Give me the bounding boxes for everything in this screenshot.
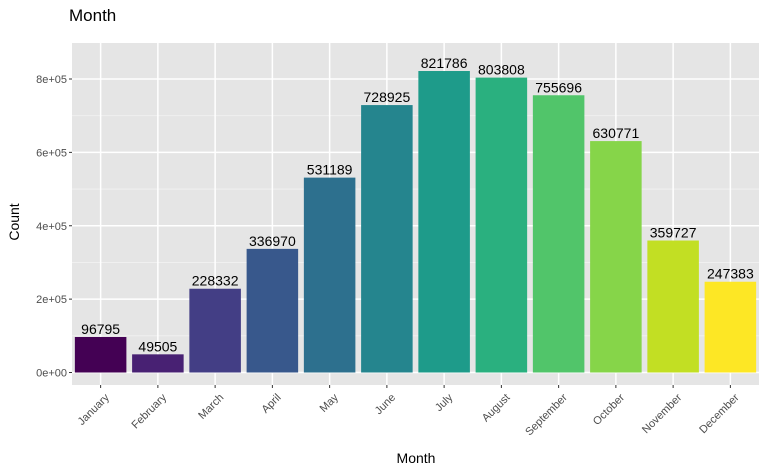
- y-tick-label: 4e+05: [36, 221, 67, 233]
- bar-value-label: 247383: [707, 266, 754, 282]
- x-tick-label: October: [591, 391, 627, 427]
- plot-panel: [72, 43, 759, 385]
- x-tick-label: July: [433, 391, 456, 414]
- bar-value-labels: 96795 49505 228332 336970 531189 728925 821786…: [81, 55, 754, 354]
- bar-value-label: 336970: [249, 233, 296, 249]
- bar-july: [418, 71, 470, 373]
- x-tick-label: March: [196, 392, 226, 422]
- y-axis-title: Count: [6, 203, 22, 240]
- bar-value-label: 728925: [364, 89, 411, 105]
- bar-april: [246, 248, 299, 373]
- x-tick-label: June: [373, 392, 398, 417]
- bar-value-label: 531189: [307, 162, 353, 178]
- bar-value-label: 821786: [421, 55, 468, 71]
- bar-value-label: 96795: [81, 321, 120, 337]
- bar-may: [303, 177, 356, 373]
- bars: [74, 71, 757, 373]
- x-axis: January February March April May June July Augu…: [76, 385, 742, 438]
- x-tick-label: August: [480, 392, 513, 425]
- bar-value-label: 359727: [650, 225, 697, 241]
- bar-value-label: 803808: [478, 62, 525, 78]
- bar-august: [475, 77, 528, 373]
- y-tick-label: 2e+05: [36, 294, 67, 306]
- bar-january: [74, 336, 127, 373]
- x-tick-label: September: [523, 391, 570, 438]
- bar-december: [704, 281, 757, 373]
- x-tick-label: April: [260, 392, 284, 416]
- x-tick-label: January: [76, 391, 113, 428]
- chart-title: Month: [69, 6, 116, 25]
- bar-june: [361, 105, 413, 373]
- y-tick-label: 8e+05: [36, 74, 67, 86]
- bar-september: [532, 95, 585, 373]
- bar-value-label: 755696: [535, 79, 582, 95]
- y-tick-label: 6e+05: [36, 147, 67, 159]
- x-axis-title: Month: [397, 450, 436, 466]
- bar-october: [590, 141, 642, 373]
- bar-value-label: 630771: [593, 125, 640, 141]
- bar-value-label: 49505: [138, 338, 177, 354]
- bar-november: [647, 240, 699, 373]
- bar-march: [189, 288, 241, 373]
- x-tick-label: May: [318, 391, 342, 415]
- bar-february: [132, 354, 184, 373]
- x-tick-label: December: [697, 391, 742, 436]
- x-tick-label: February: [129, 391, 169, 431]
- y-axis: 0e+00 2e+05 4e+05 6e+05 8e+05: [36, 74, 72, 380]
- y-tick-label: 0e+00: [36, 368, 67, 380]
- x-tick-label: November: [640, 391, 685, 436]
- bar-value-label: 228332: [192, 273, 239, 289]
